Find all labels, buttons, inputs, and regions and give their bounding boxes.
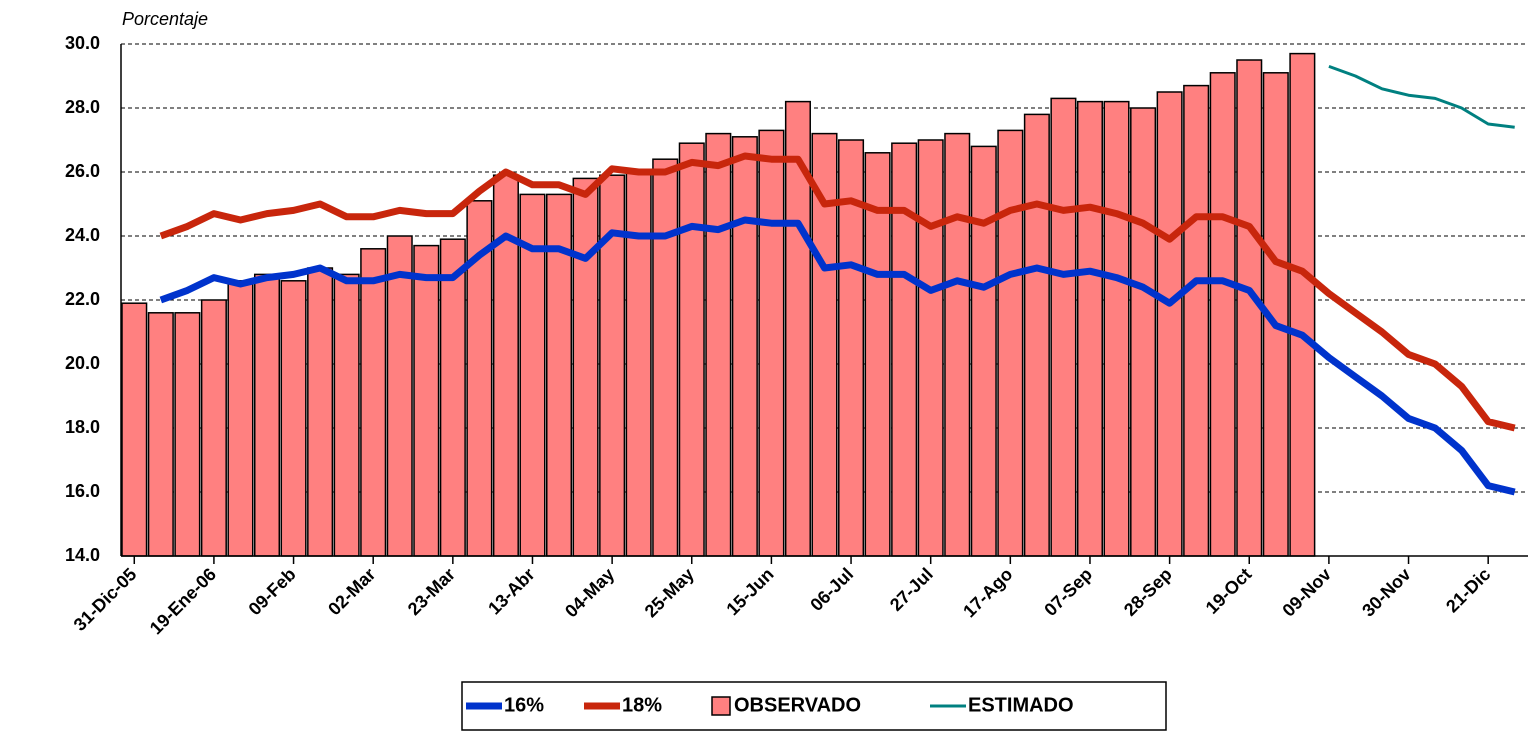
bar [1289, 52, 1316, 557]
bar [572, 177, 599, 557]
y-tick-label: 14.0 [65, 545, 100, 565]
legend-swatch [711, 696, 731, 716]
legend-label: OBSERVADO [734, 694, 861, 716]
bar [1209, 72, 1236, 557]
legend-box [461, 681, 1167, 731]
x-tick-label: 27-Jul [886, 564, 937, 615]
bar [227, 280, 254, 557]
bar [1183, 84, 1210, 557]
bar [811, 132, 838, 557]
bar [360, 248, 387, 557]
legend-label: ESTIMADO [968, 694, 1074, 716]
bar [280, 280, 307, 557]
bar [731, 136, 758, 557]
x-tick-label: 09-Feb [245, 564, 300, 619]
x-tick-label: 23-Mar [404, 564, 459, 619]
x-tick-label: 07-Sep [1040, 564, 1096, 620]
x-tick-label: 06-Jul [806, 564, 857, 615]
bar [439, 238, 466, 557]
line-series [1328, 64, 1515, 129]
y-tick-label: 22.0 [65, 289, 100, 309]
y-tick-label: 16.0 [65, 481, 100, 501]
bar [253, 273, 281, 557]
bar [200, 299, 227, 557]
bar [1023, 113, 1050, 557]
x-tick-label: 25-May [641, 564, 698, 621]
legend: 16% 18% OBSERVADO ESTIMADO [461, 681, 1167, 731]
bar [1236, 59, 1263, 557]
bar [386, 235, 413, 557]
bar [121, 302, 148, 557]
bar [1103, 100, 1130, 557]
bar [492, 174, 519, 557]
bar [838, 139, 865, 557]
bar [1156, 91, 1183, 557]
bar [944, 132, 971, 557]
bar [307, 267, 334, 557]
bar [652, 158, 679, 557]
bar [147, 312, 174, 557]
x-tick-label: 09-Nov [1278, 564, 1335, 621]
bar [174, 312, 201, 557]
bar [625, 171, 652, 557]
x-tick-label: 31-Dic-05 [70, 564, 141, 635]
y-axis-label: Porcentaje [122, 9, 208, 29]
y-tick-label: 18.0 [65, 417, 100, 437]
bar [678, 142, 705, 557]
bar [705, 132, 732, 557]
bar [413, 244, 440, 557]
bar [917, 139, 944, 557]
x-tick-label: 19-Oct [1202, 564, 1256, 618]
y-tick-label: 20.0 [65, 353, 100, 373]
line-series [159, 216, 1516, 496]
legend-label: 16% [504, 694, 544, 716]
legend-label: 18% [622, 694, 662, 716]
x-tick-label: 30-Nov [1358, 564, 1415, 621]
bar [1050, 97, 1077, 557]
x-tick-label: 19-Ene-06 [146, 564, 220, 638]
x-tick-label: 04-May [561, 564, 618, 621]
x-tick-label: 15-Jun [722, 564, 777, 619]
y-tick-label: 26.0 [65, 161, 100, 181]
x-tick-label: 13-Abr [484, 564, 538, 618]
y-tick-label: 24.0 [65, 225, 100, 245]
bar [466, 200, 493, 557]
y-tick-label: 28.0 [65, 97, 100, 117]
x-tick-label: 02-Mar [324, 564, 379, 619]
bar [1130, 107, 1157, 557]
bar [758, 129, 785, 557]
bar [864, 152, 891, 557]
y-tick-label: 30.0 [65, 33, 100, 53]
bar [333, 273, 360, 557]
bar [891, 142, 918, 557]
x-tick-label: 28-Sep [1120, 564, 1176, 620]
line-series [159, 152, 1516, 432]
x-tick-label: 21-Dic [1442, 564, 1494, 616]
bar [1076, 100, 1103, 557]
bar [970, 145, 997, 557]
bar [997, 129, 1024, 557]
x-tick-label: 17-Ago [959, 564, 1016, 621]
